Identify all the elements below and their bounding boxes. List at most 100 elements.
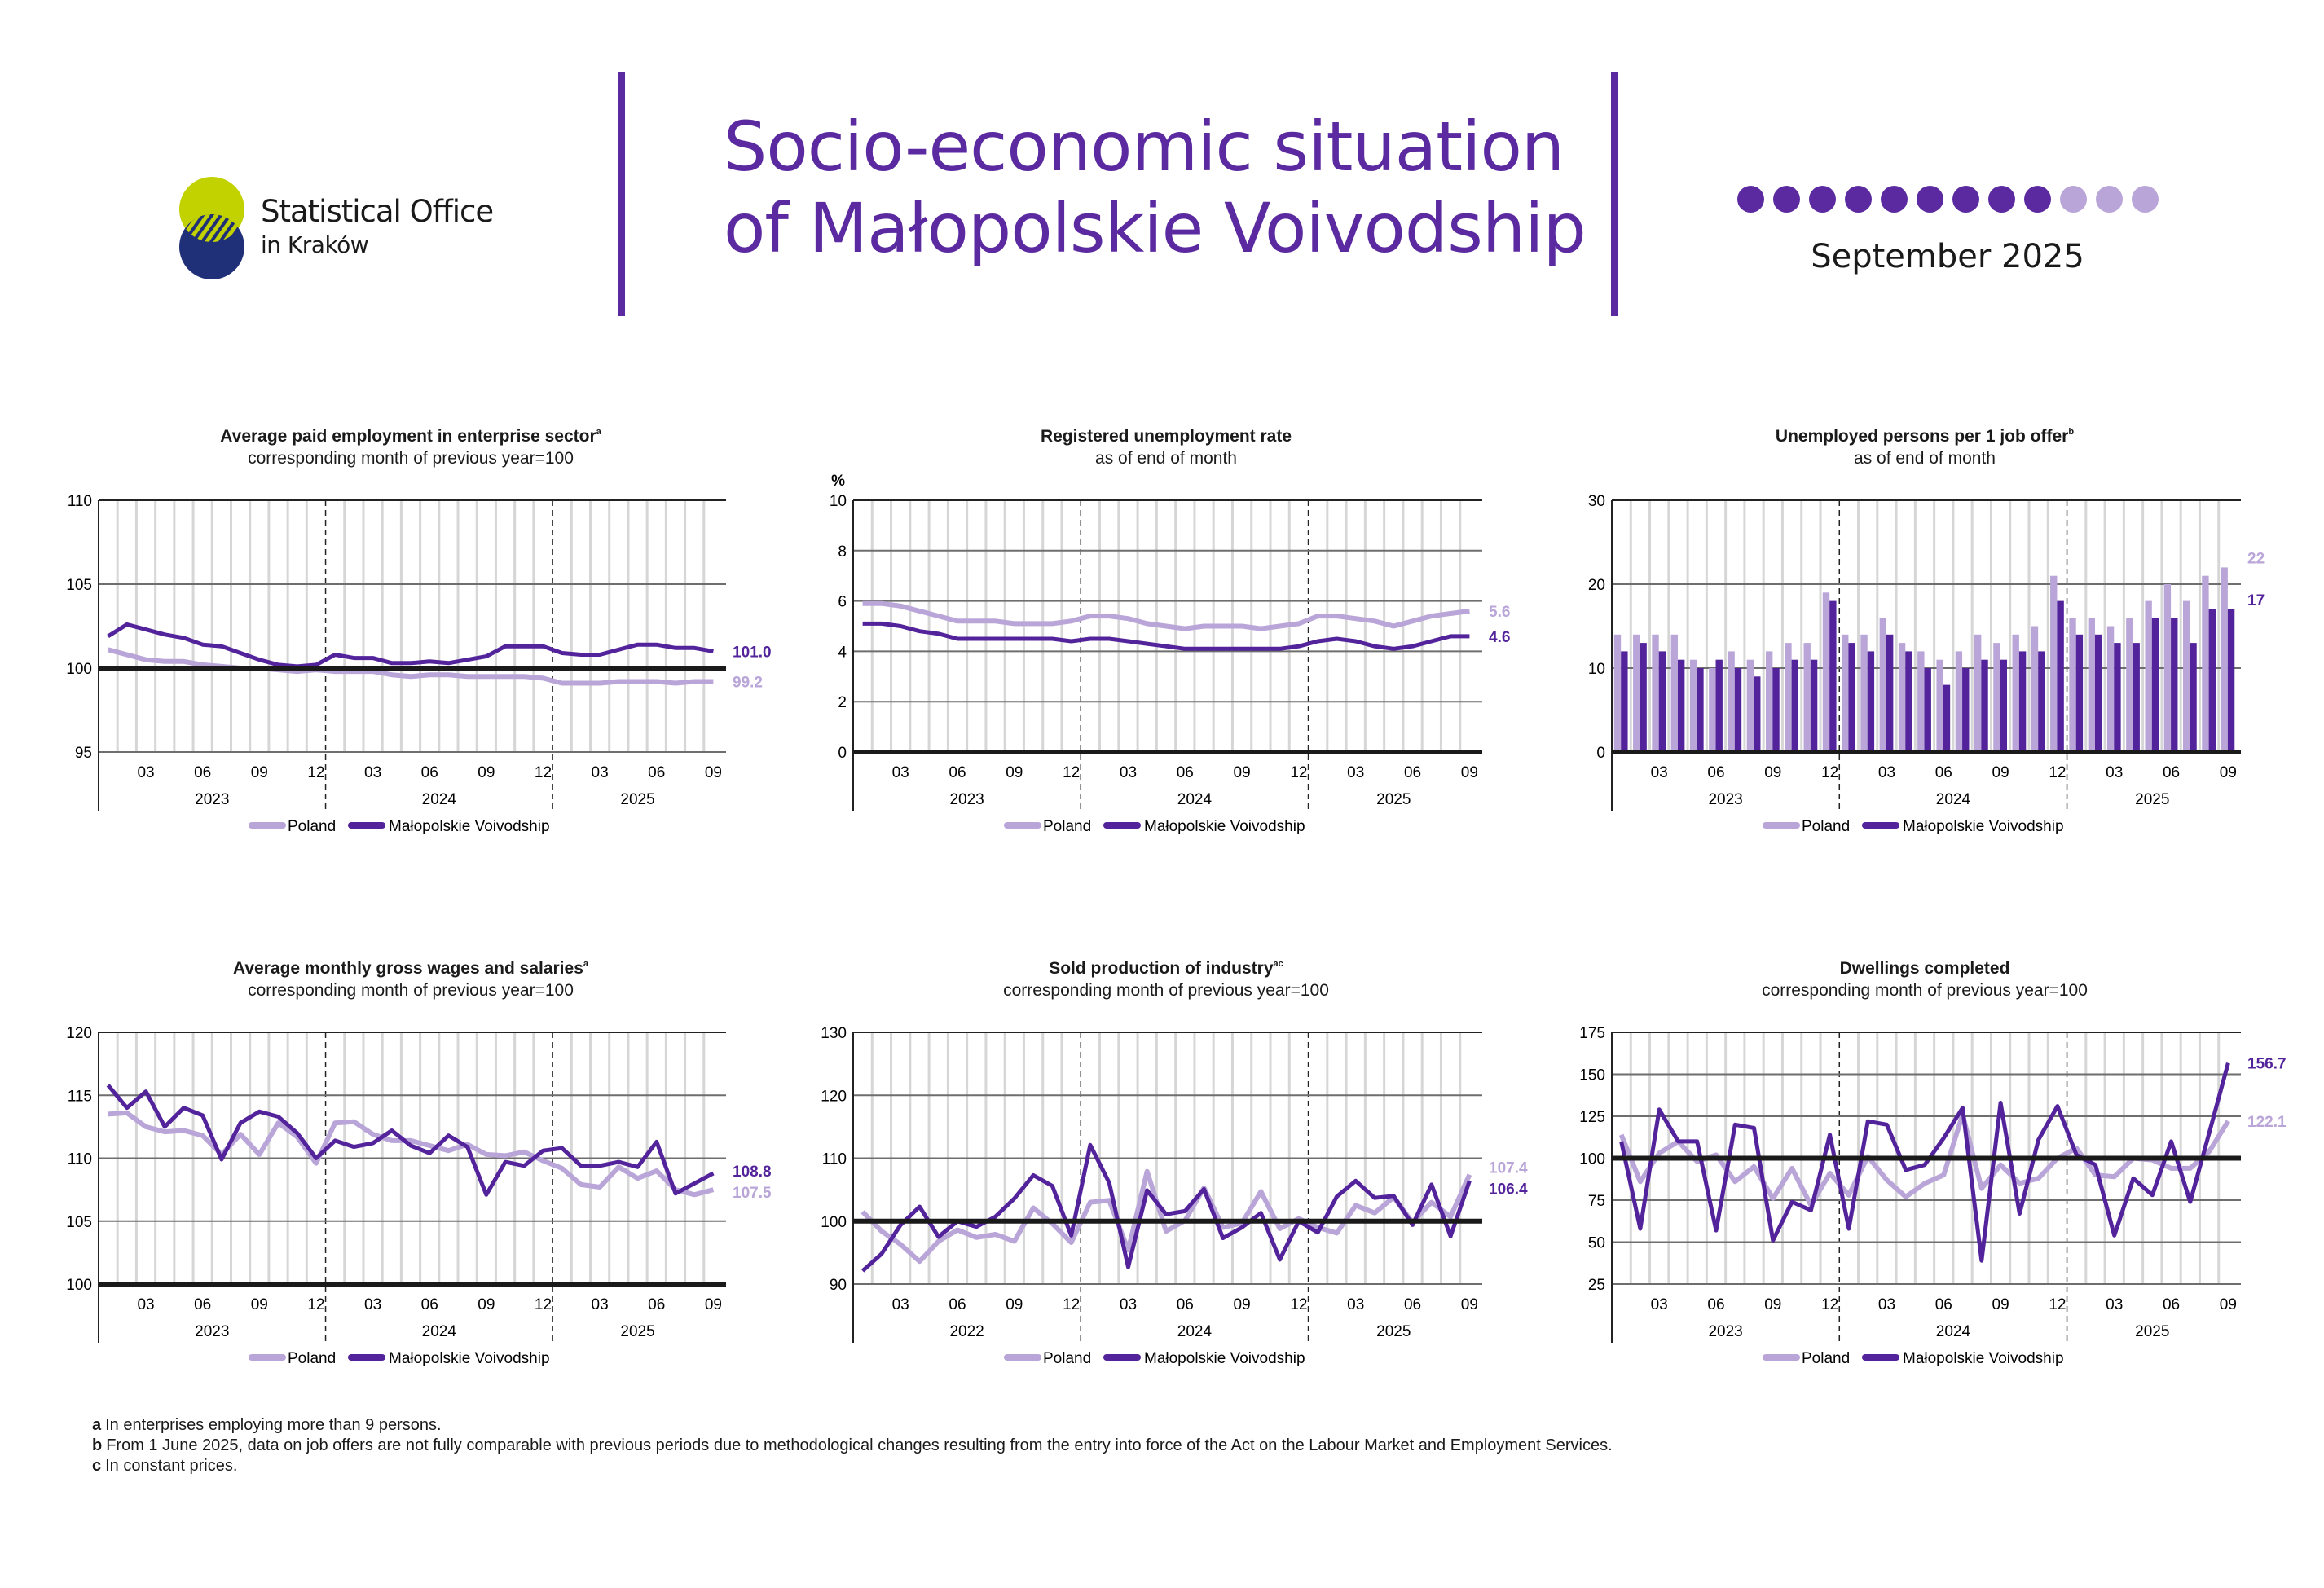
x-tick-label: 06 — [949, 1296, 966, 1313]
issue-date: September 2025 — [1811, 238, 2084, 275]
legend: Poland Małopolskie Voivodship — [1763, 1350, 2064, 1367]
y-tick-label: 8 — [838, 543, 847, 561]
x-tick-label: 06 — [421, 764, 438, 781]
bar-region — [2133, 643, 2140, 752]
legend-label-poland: Poland — [1043, 1350, 1091, 1367]
org-city: in Kraków — [261, 231, 369, 258]
bar-region — [1962, 668, 1970, 752]
footnote-mark: a — [92, 1416, 102, 1434]
y-tick-label: 2 — [838, 694, 847, 711]
x-tick-label: 12 — [1290, 764, 1307, 781]
bar-region — [2094, 634, 2102, 752]
legend-label-region: Małopolskie Voivodship — [389, 818, 550, 835]
y-unit-label: % — [831, 473, 845, 490]
issue-progress-dots — [1737, 186, 2159, 213]
y-tick-label: 100 — [821, 1214, 847, 1231]
year-label: 2025 — [620, 791, 654, 808]
y-tick-label: 0 — [1596, 745, 1605, 762]
year-label: 2023 — [195, 791, 229, 808]
chart-subtitle: as of end of month — [1095, 449, 1237, 468]
bar-region — [2171, 618, 2178, 752]
x-tick-label: 09 — [251, 1296, 268, 1313]
bar-region — [1810, 659, 1818, 752]
legend-label-poland: Poland — [1043, 818, 1091, 835]
bar-poland — [1613, 634, 1622, 752]
dot-empty — [2132, 186, 2159, 213]
y-tick-label: 100 — [66, 1277, 92, 1294]
x-tick-label: 09 — [1234, 764, 1251, 781]
bar-poland — [1785, 643, 1792, 752]
y-tick-label: 50 — [1588, 1235, 1605, 1252]
x-tick-label: 09 — [1992, 764, 2009, 781]
year-label: 2025 — [1376, 791, 1411, 808]
bar-region — [1734, 668, 1742, 752]
chart-title-text: Average paid employment in enterprise se… — [220, 427, 596, 446]
year-label: 2024 — [1936, 1323, 1971, 1340]
x-tick-label: 12 — [1290, 1296, 1307, 1313]
bar-poland — [1689, 659, 1697, 752]
chart-subtitle: corresponding month of previous year=100 — [248, 449, 574, 468]
bar-region — [2057, 600, 2064, 752]
year-label: 2023 — [1708, 1323, 1742, 1340]
bar-poland — [1955, 651, 1963, 752]
x-tick-label: 09 — [705, 764, 722, 781]
y-tick-label: 25 — [1588, 1277, 1605, 1294]
y-tick-label: 120 — [66, 1025, 92, 1042]
bar-poland — [1860, 634, 1868, 752]
logo-icon — [179, 177, 244, 279]
x-tick-label: 03 — [137, 1296, 154, 1313]
y-tick-label: 10 — [1588, 661, 1605, 678]
bar-poland — [1652, 634, 1659, 752]
chart-title: Dwellings completed — [1840, 959, 2010, 978]
end-value-region: 101.0 — [733, 644, 772, 661]
end-value-poland: 122.1 — [2247, 1114, 2287, 1131]
chart-4: Average monthly gross wages and salaries… — [66, 959, 772, 1367]
x-tick-label: 12 — [307, 764, 324, 781]
bar-poland — [1936, 659, 1943, 752]
x-tick-label: 03 — [592, 764, 609, 781]
year-label: 2024 — [422, 791, 457, 808]
y-tick-label: 175 — [1579, 1025, 1605, 1042]
x-tick-label: 06 — [648, 764, 665, 781]
bar-region — [2038, 651, 2045, 752]
x-tick-label: 09 — [1992, 1296, 2009, 1313]
y-tick-label: 130 — [821, 1025, 847, 1042]
x-tick-label: 06 — [1935, 764, 1952, 781]
legend-label-poland: Poland — [288, 818, 336, 835]
legend: Poland Małopolskie Voivodship — [1763, 818, 2064, 835]
y-tick-label: 115 — [68, 1088, 92, 1105]
bar-poland — [2031, 626, 2039, 752]
footnote-ref: a — [583, 959, 589, 969]
x-tick-label: 06 — [421, 1296, 438, 1313]
x-tick-label: 09 — [1461, 764, 1478, 781]
bar-poland — [2145, 600, 2152, 752]
bar-region — [2018, 651, 2027, 752]
end-value-poland: 107.5 — [733, 1185, 772, 1202]
x-tick-label: 06 — [1935, 1296, 1952, 1313]
bar-region — [1754, 676, 1761, 752]
bar-region — [1924, 668, 1931, 752]
y-tick-label: 95 — [75, 745, 92, 762]
end-value-region: 156.7 — [2247, 1056, 2287, 1073]
bar-region — [1829, 600, 1837, 752]
bar-poland — [2163, 584, 2172, 752]
dot-filled — [1845, 186, 1872, 213]
dot-empty — [2096, 186, 2123, 213]
dot-filled — [1988, 186, 2015, 213]
x-tick-label: 09 — [2220, 764, 2237, 781]
dot-filled — [1917, 186, 1943, 213]
legend-label-poland: Poland — [288, 1350, 336, 1367]
org-name: Statistical Office — [261, 194, 494, 229]
bar-poland — [1633, 634, 1640, 752]
year-label: 2025 — [2135, 1323, 2169, 1340]
bar-region — [1772, 668, 1780, 752]
chart-title: Average monthly gross wages and salaries… — [233, 959, 589, 978]
year-label: 2025 — [1376, 1323, 1411, 1340]
chart-title: Unemployed persons per 1 job offerb — [1776, 427, 2074, 446]
y-tick-label: 0 — [838, 745, 847, 762]
x-tick-label: 12 — [1821, 1296, 1838, 1313]
year-label: 2024 — [1177, 1323, 1213, 1340]
bar-region — [1848, 643, 1855, 752]
bar-poland — [1993, 643, 2000, 752]
y-tick-label: 10 — [830, 493, 847, 510]
